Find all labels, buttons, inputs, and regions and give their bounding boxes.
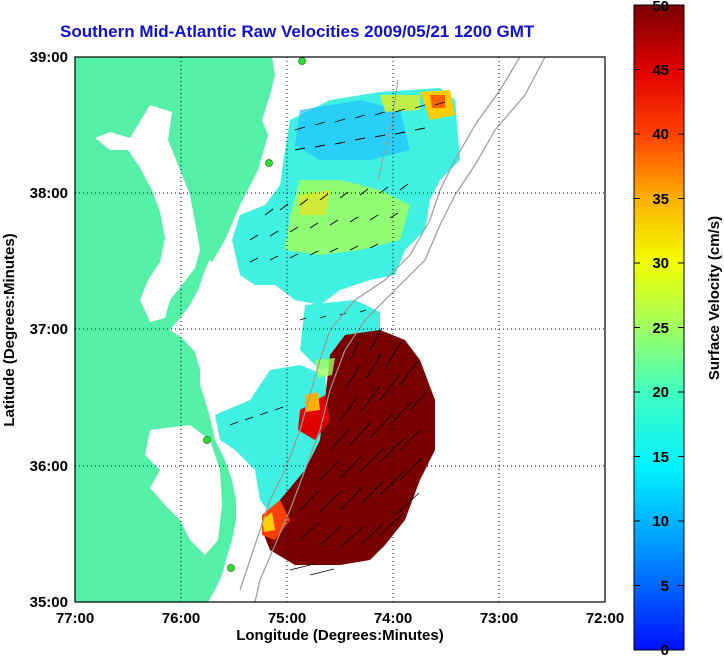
pamlico-sound	[145, 425, 222, 555]
colorbar-tick-label: 40	[652, 126, 669, 143]
colorbar-tick-label: 15	[652, 449, 669, 466]
y-tick-label: 37:00	[30, 321, 68, 338]
colorbar-tick-label: 10	[652, 513, 669, 530]
x-tick-labels: 77:00 76:00 75:00 74:00 73:00 72:00	[56, 610, 624, 627]
radar-site-marker	[203, 436, 211, 444]
colorbar-tick-label: 50	[652, 0, 669, 15]
colorbar-tick-label: 45	[652, 62, 669, 79]
x-tick-label: 76:00	[162, 610, 200, 627]
y-tick-label: 35:00	[30, 594, 68, 611]
radar-site-marker	[298, 57, 306, 65]
x-tick-label: 73:00	[480, 610, 518, 627]
velocity-vectors	[229, 101, 446, 576]
colorbar-tick-label: 20	[652, 384, 669, 401]
colorbar-tick-label: 30	[652, 255, 669, 272]
x-tick-label: 72:00	[586, 610, 624, 627]
x-tick-label: 74:00	[374, 610, 412, 627]
x-axis-label: Longitude (Degrees:Minutes)	[236, 627, 444, 644]
velocity-field-middle	[300, 300, 380, 370]
bathymetry-contours	[239, 57, 546, 602]
colorbar	[633, 4, 685, 651]
y-tick-label: 36:00	[30, 458, 68, 475]
plot-frame	[74, 56, 606, 603]
x-tick-label: 77:00	[56, 610, 94, 627]
chesapeake-bay	[95, 105, 200, 322]
delmarva-peninsula	[205, 120, 268, 262]
land-mass	[75, 57, 275, 602]
colorbar-tick-label: 35	[652, 191, 669, 208]
radar-site-marker	[227, 564, 235, 572]
y-tick-labels: 39:00 38:00 37:00 36:00 35:00	[30, 49, 68, 611]
colorbar-tick-labels: 50 45 40 35 30 25 20 15 10 5 0	[652, 0, 669, 659]
colorbar-label: Surface Velocity (cm/s)	[706, 216, 723, 380]
colorbar-ticks	[634, 69, 684, 586]
y-tick-label: 39:00	[30, 49, 68, 66]
figure-title: Southern Mid-Atlantic Raw Velocities 200…	[60, 22, 535, 41]
colorbar-tick-label: 5	[661, 578, 669, 595]
radar-sites	[203, 57, 306, 572]
y-axis-label: Latitude (Degrees:Minutes)	[1, 233, 18, 426]
colorbar-tick-label: 25	[652, 320, 669, 337]
radar-site-marker	[265, 159, 273, 167]
grid-lines	[75, 57, 605, 602]
colorbar-tick-label: 0	[661, 642, 669, 659]
y-tick-label: 38:00	[30, 185, 68, 202]
x-tick-label: 75:00	[268, 610, 306, 627]
